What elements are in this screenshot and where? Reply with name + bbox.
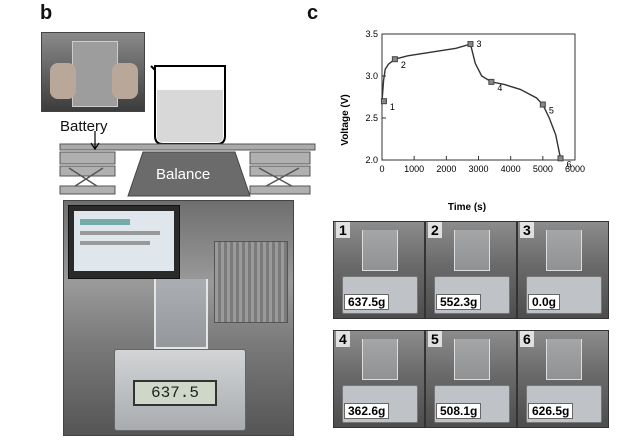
y-axis-label: Voltage (V) [340,94,351,145]
lab-photo: 637.5 [63,200,294,436]
marker-point [467,41,474,48]
monitor [68,205,180,279]
y-tick-label: 2.0 [365,155,378,165]
battery-left [59,151,116,165]
marker-label: 3 [476,39,481,49]
voltage-series-line [381,43,562,159]
thumbnail-number: 2 [428,222,442,238]
beaker [150,65,226,145]
thumbnail-beaker [454,230,490,271]
voltage-chart: 0 1000 2000 3000 4000 5000 6000 2.0 2.5 3.0 3.5 1 2… [340,29,585,213]
thumbnail-number: 1 [336,222,350,238]
thumbnail-reading: 0.0g [528,294,561,310]
thumbnail-reading: 626.5g [528,403,574,419]
battery-right [249,151,311,165]
x-tick-label: 4000 [501,164,521,174]
thumbnail-number: 3 [520,222,534,238]
photo-scale: 637.5 [114,349,246,431]
thumbnail-3: 3 0.0g [517,221,609,319]
battery-label: Battery [60,118,108,135]
x-tick-label: 5000 [533,164,553,174]
thumbnail-reading: 552.3g [436,294,482,310]
thumbnail-4: 4 362.6g [333,330,425,428]
plot-frame [381,33,576,161]
thumbnail-number: 6 [520,331,534,347]
marker-point [539,101,546,108]
marker-label: 6 [567,159,572,169]
battery-photo [41,32,145,112]
panel-letter-c: c [307,2,319,24]
thumbnail-reading: 362.6g [344,403,390,419]
x-tick-label: 0 [379,164,384,174]
photo-scale-display: 637.5 [133,380,217,406]
x-tick-label: 2000 [436,164,456,174]
marker-label: 2 [401,60,406,70]
marker-point [391,56,398,63]
x-tick-label: 6000 [565,164,585,174]
marker-label: 5 [549,106,554,116]
marker-point [488,78,495,85]
balance-platform [59,143,316,151]
marker-point [380,98,387,105]
photo-beaker [154,279,208,349]
thumbnail-2: 2 552.3g [425,221,517,319]
thumbnail-beaker [454,339,490,380]
balance-label: Balance [156,166,211,183]
thumbnail-number: 5 [428,331,442,347]
marker-label: 4 [497,83,502,93]
x-axis-label: Time (s) [448,202,486,213]
x-tick-label: 3000 [468,164,488,174]
y-tick-label: 3.5 [365,29,378,39]
thumbnail-beaker [546,230,582,271]
y-tick-label: 3.0 [365,71,378,81]
panel-letter-b: b [40,2,53,24]
schematic-diagram [59,65,316,197]
thumbnail-beaker [362,339,398,380]
thumbnail-beaker [362,230,398,271]
thumbnail-1: 1 637.5g [333,221,425,319]
marker-label: 1 [390,102,395,112]
thumbnail-5: 5 508.1g [425,330,517,428]
thumbnail-beaker [546,339,582,380]
thumbnail-reading: 637.5g [344,294,390,310]
y-tick-label: 2.5 [365,113,378,123]
x-tick-label: 1000 [404,164,424,174]
thumbnail-reading: 508.1g [436,403,482,419]
balance-body [127,151,251,197]
thumbnail-number: 4 [336,331,350,347]
marker-point [557,155,564,162]
thumbnail-6: 6 626.5g [517,330,609,428]
